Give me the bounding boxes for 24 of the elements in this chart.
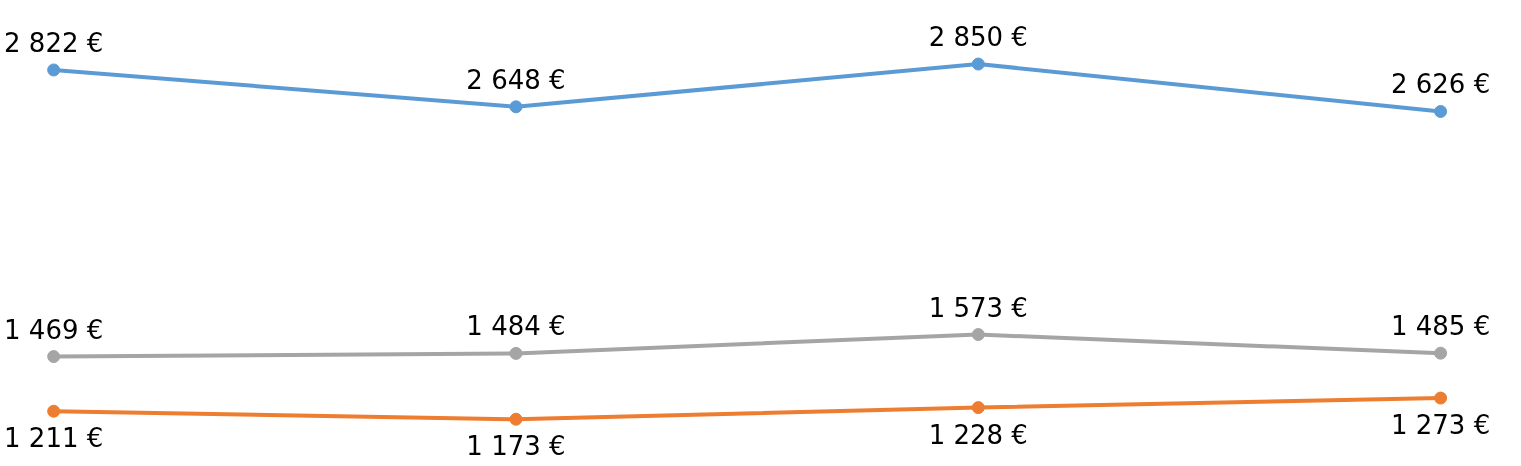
data-label: 1 484 € <box>466 311 566 342</box>
point <box>509 100 523 114</box>
point <box>971 57 985 71</box>
point <box>509 346 523 360</box>
data-label: 1 173 € <box>466 431 566 462</box>
data-label: 1 485 € <box>1390 311 1491 342</box>
data-label: 2 648 € <box>466 64 566 95</box>
point <box>971 328 985 342</box>
data-label: 2 626 € <box>1390 69 1491 100</box>
data-label: 1 573 € <box>928 292 1028 323</box>
point <box>47 63 61 77</box>
point <box>1434 391 1448 405</box>
point <box>971 401 985 415</box>
point <box>47 404 61 418</box>
point <box>47 350 61 364</box>
data-label: 1 211 € <box>4 423 104 454</box>
point <box>1434 346 1448 360</box>
data-label: 2 850 € <box>928 22 1028 53</box>
point <box>509 412 523 426</box>
data-label: 1 273 € <box>1390 410 1491 441</box>
point <box>1434 105 1448 118</box>
data-label: 2 822 € <box>4 27 104 58</box>
data-label: 1 228 € <box>928 419 1028 450</box>
data-label: 1 469 € <box>4 314 104 345</box>
